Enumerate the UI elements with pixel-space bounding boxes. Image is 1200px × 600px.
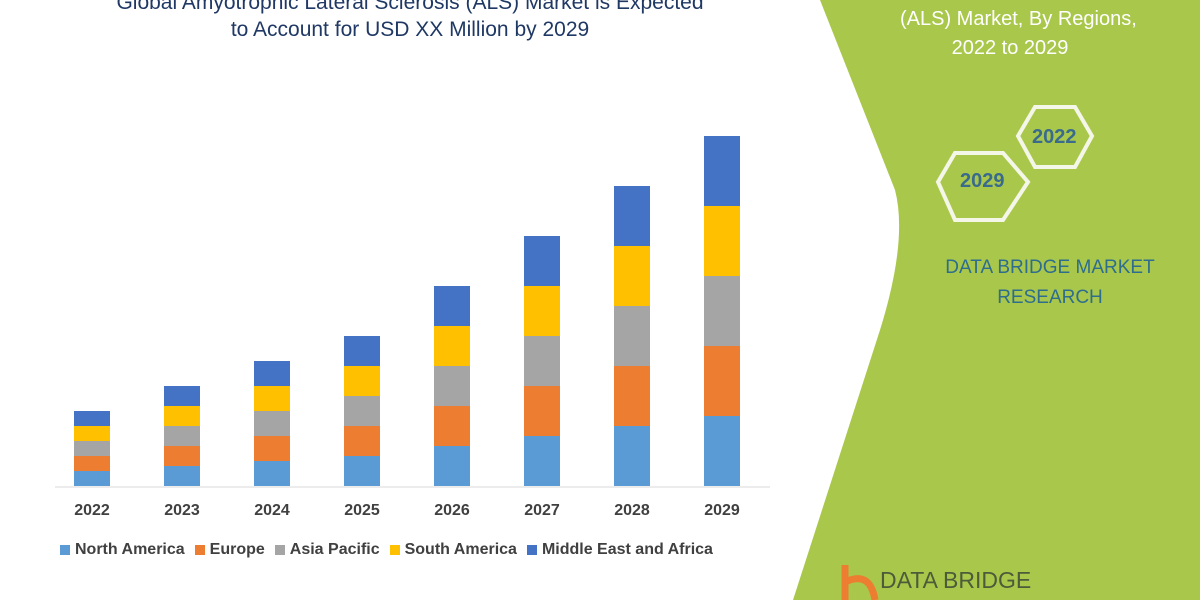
bar-segment-2022-middle-east-and-africa	[74, 411, 110, 426]
x-tick-label: 2026	[434, 502, 470, 519]
bar-segment-2024-south-america	[254, 386, 290, 411]
bar-segment-2027-asia-pacific	[524, 336, 560, 386]
bar-segment-2028-middle-east-and-africa	[614, 186, 650, 246]
side-title-line-1: (ALS) Market, By Regions,	[900, 8, 1137, 30]
bar-segment-2029-asia-pacific	[704, 276, 740, 346]
bar-segment-2025-asia-pacific	[344, 396, 380, 426]
legend-label: Asia Pacific	[289, 541, 380, 558]
bar-segment-2025-middle-east-and-africa	[344, 336, 380, 366]
bar-segment-2022-north-america	[74, 471, 110, 486]
bar-segment-2027-europe	[524, 386, 560, 436]
bar-segment-2022-asia-pacific	[74, 441, 110, 456]
x-tick-label: 2028	[614, 502, 650, 519]
chart-title-line-2: to Account for USD XX Million by 2029	[230, 18, 590, 41]
logo-icon	[841, 565, 879, 600]
bar-segment-2023-asia-pacific	[164, 426, 200, 446]
hexagon-2022	[1015, 105, 1095, 169]
bar-segment-2027-south-america	[524, 286, 560, 336]
side-title-line-2: 2022 to 2029	[951, 37, 1069, 59]
bar-segment-2029-middle-east-and-africa	[704, 136, 740, 206]
bar-segment-2022-europe	[74, 456, 110, 471]
legend-swatch	[526, 545, 537, 555]
legend-item: South America	[389, 541, 517, 559]
bar-segment-2029-north-america	[704, 416, 740, 486]
logo-text: DATA BRIDGE	[880, 567, 1032, 593]
bar-segment-2023-south-america	[164, 406, 200, 426]
bar-segment-2023-middle-east-and-africa	[164, 386, 200, 406]
bar-segment-2029-europe	[704, 346, 740, 416]
legend-item: North America	[60, 541, 185, 559]
hex-label-2022: 2022	[1032, 126, 1077, 148]
bars	[74, 136, 740, 486]
bar-segment-2028-asia-pacific	[614, 306, 650, 366]
bar-segment-2028-north-america	[614, 426, 650, 486]
legend-item: Asia Pacific	[274, 541, 380, 559]
x-tick-label: 2025	[344, 502, 380, 519]
legend-swatch	[194, 545, 205, 555]
bar-segment-2026-south-america	[434, 326, 470, 366]
bar-segment-2025-europe	[344, 426, 380, 456]
bar-segment-2024-asia-pacific	[254, 411, 290, 436]
legend-label: South America	[404, 541, 517, 558]
bar-segment-2023-europe	[164, 446, 200, 466]
bar-segment-2023-north-america	[164, 466, 200, 486]
legend-swatch	[60, 545, 70, 555]
bar-segment-2024-middle-east-and-africa	[254, 361, 290, 386]
bar-segment-2026-europe	[434, 406, 470, 446]
x-tick-label: 2029	[704, 502, 740, 519]
x-tick-label: 2024	[254, 502, 290, 519]
x-tick-label: 2027	[524, 502, 560, 519]
bar-segment-2028-south-america	[614, 246, 650, 306]
bar-segment-2024-europe	[254, 436, 290, 461]
bar-segment-2026-north-america	[434, 446, 470, 486]
legend-item: Middle East and Africa	[526, 541, 713, 559]
bar-segment-2025-north-america	[344, 456, 380, 486]
bar-segment-2025-south-america	[344, 366, 380, 396]
hex-label-2029: 2029	[960, 170, 1005, 192]
bar-segment-2028-europe	[614, 366, 650, 426]
bar-segment-2029-south-america	[704, 206, 740, 276]
bar-segment-2026-middle-east-and-africa	[434, 286, 470, 326]
bar-segment-2027-middle-east-and-africa	[524, 236, 560, 286]
bar-segment-2026-asia-pacific	[434, 366, 470, 406]
legend-item: Europe	[194, 541, 265, 559]
brand-line-2: RESEARCH	[997, 287, 1103, 308]
legend-label: North America	[75, 541, 185, 558]
bar-segment-2022-south-america	[74, 426, 110, 441]
legend-label: Middle East and Africa	[541, 541, 713, 558]
brand-line-1: DATA BRIDGE MARKET	[945, 257, 1155, 278]
legend-swatch	[274, 545, 285, 555]
hexagon-2029	[935, 151, 1031, 222]
bar-segment-2027-north-america	[524, 436, 560, 486]
bar-segment-2024-north-america	[254, 461, 290, 486]
legend-swatch	[389, 545, 400, 555]
x-tick-label: 2023	[164, 502, 200, 519]
legend: North America Europe Asia Pacific South Ame…	[60, 541, 713, 559]
chart-title-line-1: Global Amyotrophic Lateral Sclerosis (AL…	[116, 0, 704, 14]
x-tick-label: 2022	[74, 502, 110, 519]
side-panel	[793, 0, 1200, 600]
legend-label: Europe	[209, 541, 265, 558]
